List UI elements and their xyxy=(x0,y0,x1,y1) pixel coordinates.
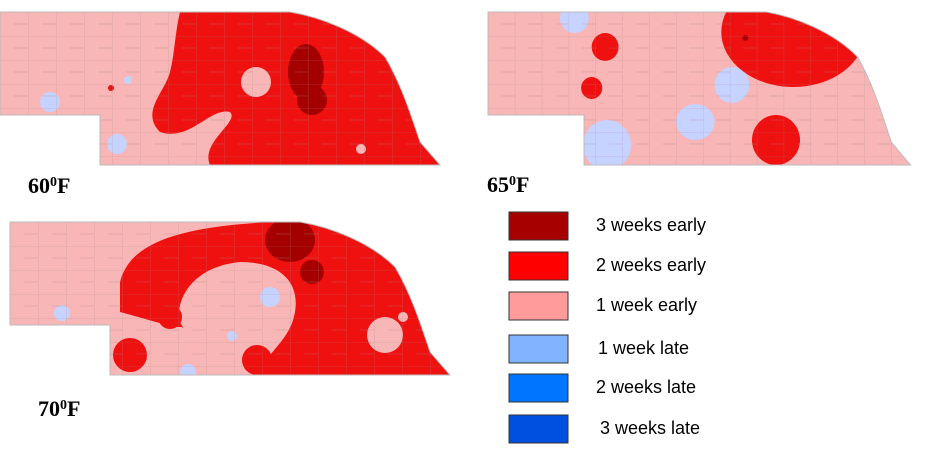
map-label: 600F xyxy=(28,173,70,198)
label-unit: F xyxy=(57,173,70,198)
map-label: 650F xyxy=(487,172,529,197)
legend-swatch xyxy=(508,414,569,444)
legend-swatch xyxy=(508,251,569,281)
legend-swatch xyxy=(508,373,569,403)
legend: 3 weeks early 2 weeks early 1 week early 1 … xyxy=(508,211,706,444)
legend-label: 1 week late xyxy=(598,338,689,358)
label-number: 65 xyxy=(487,172,509,197)
legend-label: 3 weeks early xyxy=(596,215,706,235)
map-60 xyxy=(0,11,441,166)
label-number: 70 xyxy=(38,396,60,421)
map-label: 700F xyxy=(38,396,80,421)
label-unit: F xyxy=(67,396,80,421)
label-number: 60 xyxy=(28,173,50,198)
label-degree: 0 xyxy=(509,174,516,189)
legend-label: 1 week early xyxy=(596,295,697,315)
legend-swatch xyxy=(508,291,569,321)
label-degree: 0 xyxy=(50,175,57,190)
legend-swatch xyxy=(508,211,569,241)
legend-label: 3 weeks late xyxy=(600,418,700,438)
legend-label: 2 weeks early xyxy=(596,255,706,275)
legend-label: 2 weeks late xyxy=(596,377,696,397)
map-70 xyxy=(9,221,451,376)
label-unit: F xyxy=(516,172,529,197)
map-65 xyxy=(487,11,911,166)
label-degree: 0 xyxy=(60,398,67,413)
legend-swatch xyxy=(508,334,569,364)
